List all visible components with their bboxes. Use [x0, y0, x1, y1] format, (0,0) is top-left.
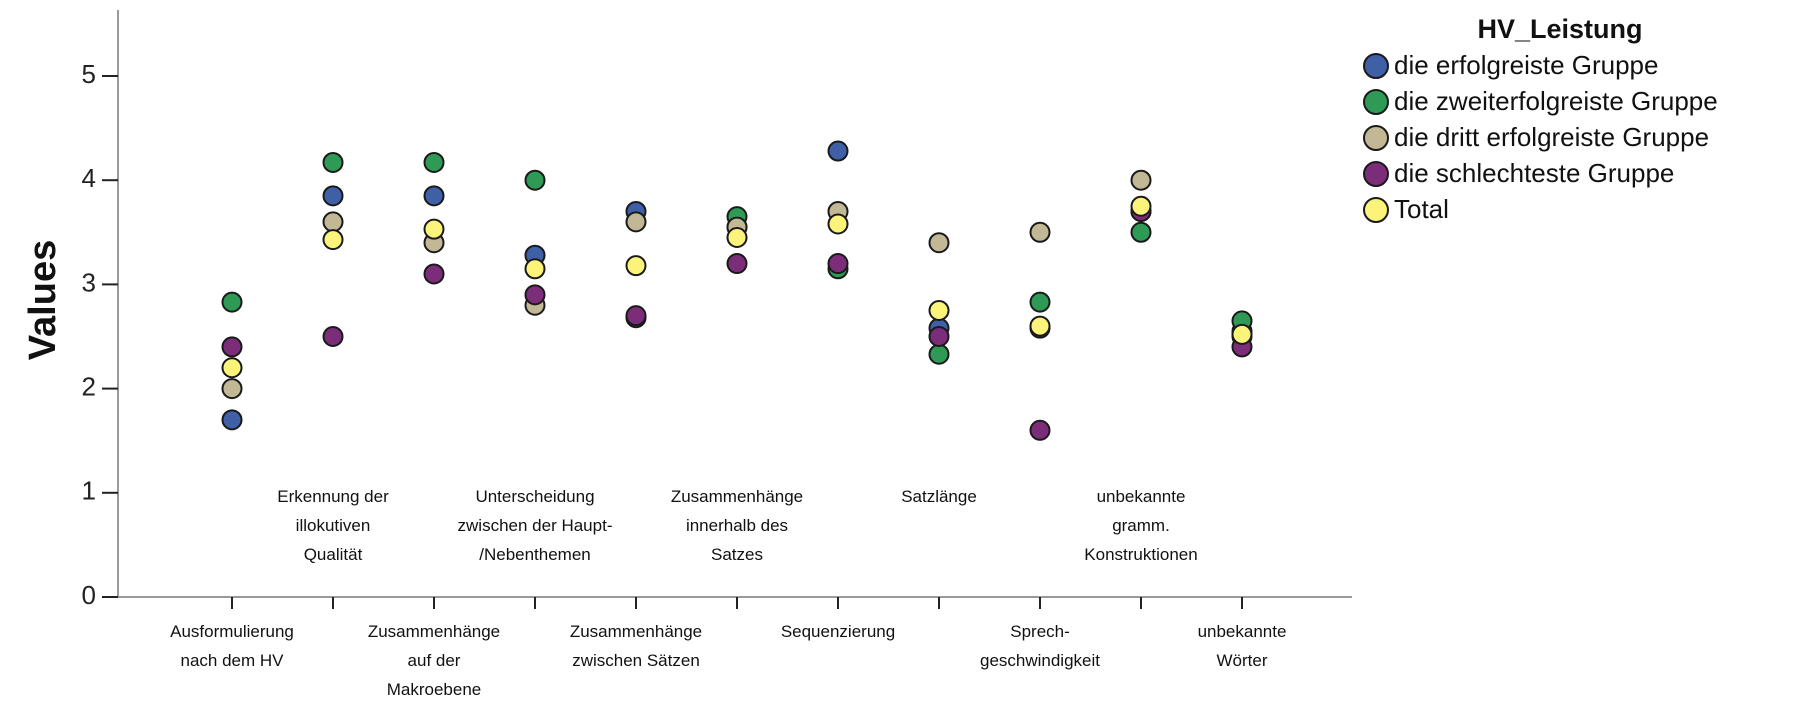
data-point — [322, 326, 344, 347]
y-tick-label: 5 — [82, 59, 96, 89]
legend: HV_Leistung die erfolgreiste Gruppe die z… — [1363, 14, 1718, 224]
data-point — [1029, 315, 1051, 337]
x-category-label: unbekannte Wörter — [1198, 622, 1287, 670]
x-axis — [118, 596, 1352, 609]
data-point — [827, 213, 849, 235]
data-point — [726, 253, 748, 275]
legend-marker — [1363, 53, 1389, 79]
legend-marker — [1363, 197, 1389, 223]
data-point — [726, 227, 748, 249]
data-point — [1231, 323, 1253, 345]
legend-items: die erfolgreiste Gruppe die zweiterfolgre… — [1363, 50, 1718, 224]
data-point — [625, 255, 647, 277]
x-category-label: Sprech-geschwindigkeit — [980, 622, 1100, 670]
data-point — [928, 343, 950, 365]
legend-label: Total — [1394, 194, 1449, 224]
data-point — [423, 151, 445, 173]
data-point — [322, 211, 344, 233]
y-tick-label: 4 — [82, 163, 96, 193]
data-point — [221, 409, 243, 431]
x-category-label: Unterscheidung zwischen der Haupt-/Nebent… — [458, 487, 613, 564]
y-axis-label: Values — [22, 240, 64, 360]
data-point — [625, 211, 647, 233]
data-point — [423, 263, 445, 285]
data-point — [423, 185, 445, 207]
data-point — [524, 258, 546, 280]
data-point — [1130, 221, 1152, 243]
x-category-label: Zusammenhänge zwischen Sätzen — [570, 622, 702, 670]
data-point — [1029, 419, 1051, 441]
legend-label: die erfolgreiste Gruppe — [1394, 50, 1658, 80]
y-tick-label: 3 — [82, 267, 96, 297]
legend-marker — [1363, 161, 1389, 187]
data-point — [928, 326, 950, 347]
data-point — [322, 229, 344, 251]
x-category-label: Sequenzierung — [781, 622, 895, 641]
x-category-label: Zusammenhänge innerhalb des Satzes — [671, 487, 803, 564]
data-point — [524, 284, 546, 306]
category-labels: Ausformulierung nach dem HV Erkennung der i… — [170, 487, 1286, 699]
data-point — [221, 378, 243, 400]
data-point — [625, 305, 647, 327]
data-point — [928, 299, 950, 321]
data-point — [827, 253, 849, 275]
data-point — [423, 218, 445, 240]
legend-label: die schlechteste Gruppe — [1394, 158, 1674, 188]
legend-label: die zweiterfolgreiste Gruppe — [1394, 86, 1718, 116]
y-tick-label: 2 — [82, 371, 96, 401]
data-point — [221, 291, 243, 313]
data-point — [827, 140, 849, 162]
legend-label: die dritt erfolgreiste Gruppe — [1394, 122, 1709, 152]
y-axis: 0 1 2 3 4 5 — [82, 10, 119, 610]
data-point — [221, 357, 243, 379]
data-point — [1130, 195, 1152, 217]
data-point — [221, 336, 243, 358]
x-category-label: Zusammenhänge auf der Makroebene — [368, 622, 500, 699]
x-category-label: Satzlänge — [901, 487, 977, 506]
legend-marker — [1363, 125, 1389, 151]
x-category-label: Erkennung der illokutiven Qualität — [277, 487, 389, 564]
y-tick-label: 0 — [82, 580, 96, 610]
data-point — [524, 169, 546, 191]
x-category-label: Ausformulierung nach dem HV — [170, 622, 294, 670]
y-tick-label: 1 — [82, 476, 96, 506]
data-point — [1130, 169, 1152, 191]
data-point — [928, 232, 950, 254]
legend-marker — [1363, 89, 1389, 115]
data-point — [1029, 221, 1051, 243]
data-point — [1029, 291, 1051, 313]
data-point — [322, 185, 344, 207]
data-point — [322, 151, 344, 173]
legend-title: HV_Leistung — [1477, 14, 1642, 44]
data-points — [221, 140, 1253, 441]
x-category-label: unbekannte gramm. Konstruktionen — [1084, 487, 1197, 564]
